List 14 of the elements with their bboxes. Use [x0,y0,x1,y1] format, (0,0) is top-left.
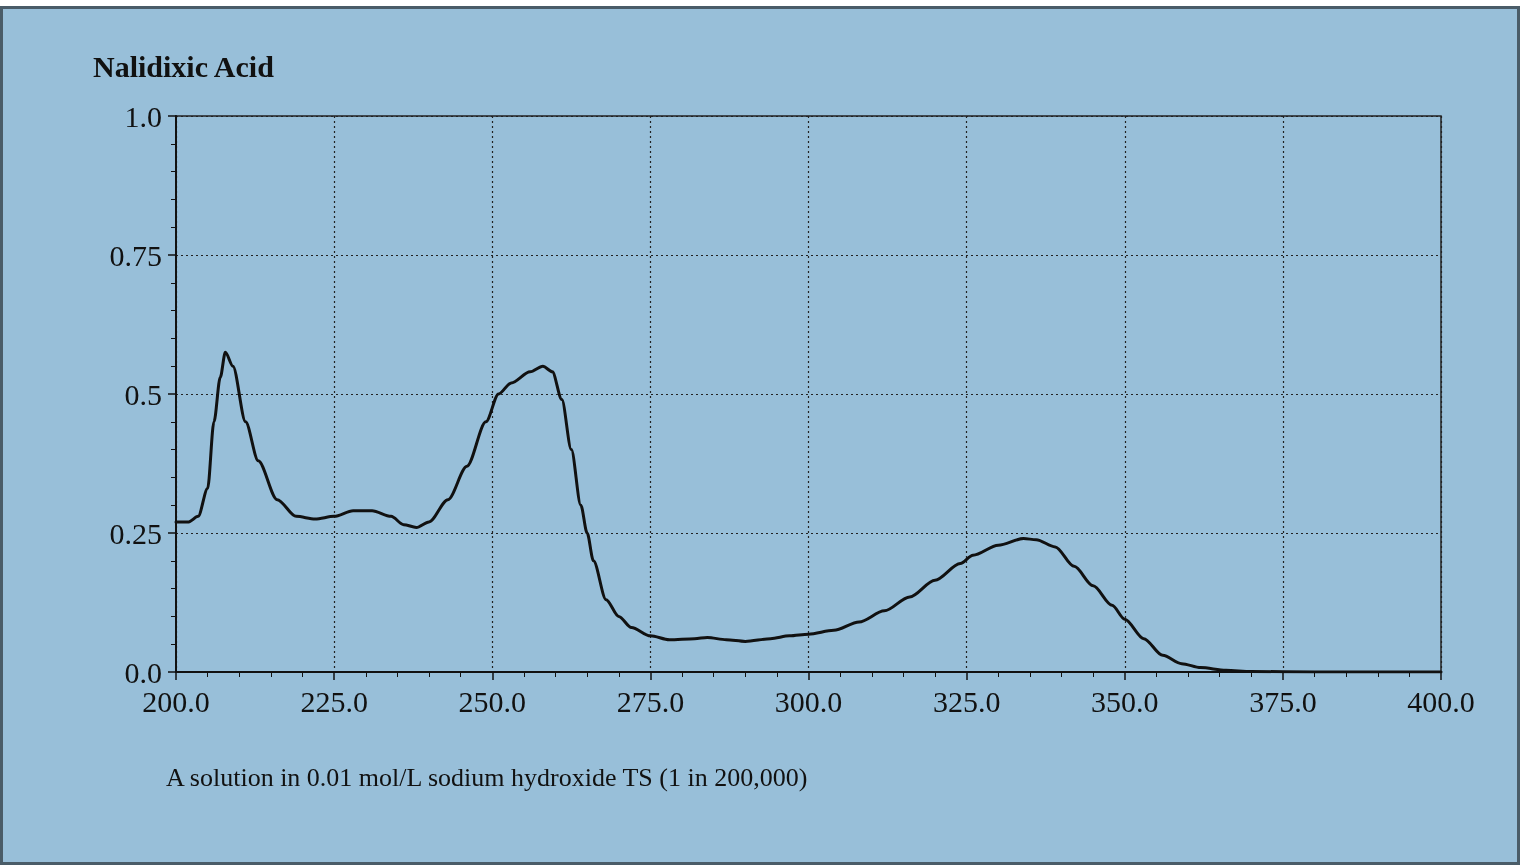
text: A solution in 0.01 mol/L sodium hydroxide TS (1 in 200,000) [166,762,808,792]
x-tick-label: 325.0 [932,684,1001,718]
chart-title: Nalidixic Acid [93,49,275,83]
y-tick-label: 0.5 [124,377,162,411]
x-tick-label: 300.0 [774,684,843,718]
y-tick-label: 0.75 [109,238,162,272]
y-tick-label: 0.25 [109,516,162,550]
x-tick-label: 250.0 [458,684,526,718]
x-tick-label: 375.0 [1249,684,1317,718]
x-tick-label: 400.0 [1407,684,1475,718]
x-tick-label: 350.0 [1091,684,1159,718]
y-tick-label: 1.0 [124,99,162,133]
x-tick-label: 275.0 [616,684,685,718]
x-tick-label: 225.0 [300,684,368,718]
